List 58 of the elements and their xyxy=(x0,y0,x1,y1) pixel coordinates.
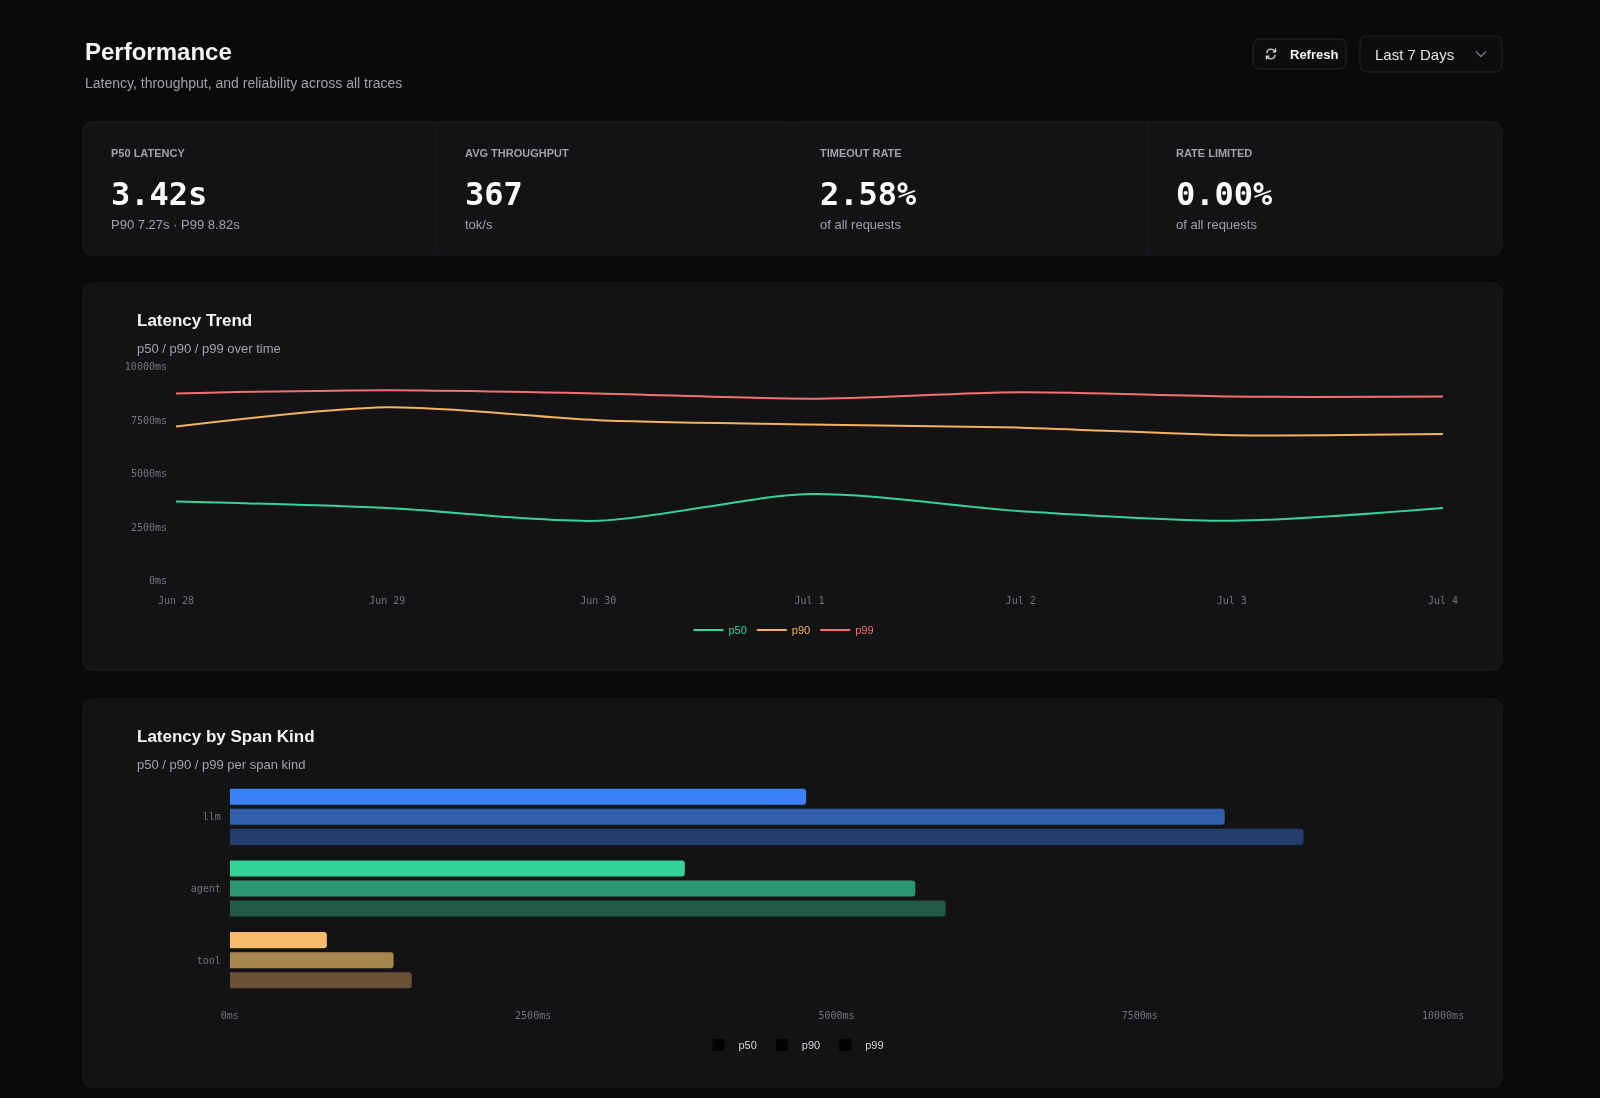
x-tick-label: 7500ms xyxy=(1121,1010,1158,1021)
legend-label: p99 xyxy=(855,624,874,637)
x-tick-label: Jul 2 xyxy=(1005,594,1036,606)
y-tick-label: 2500ms xyxy=(130,521,167,533)
x-tick-label: Jun 29 xyxy=(369,594,406,606)
text: RATE LIMITED xyxy=(1176,147,1253,159)
text: Refresh xyxy=(1290,47,1339,62)
y-tick-label: 7500ms xyxy=(130,414,167,426)
x-tick-label: Jun 30 xyxy=(580,594,617,606)
text: Performance xyxy=(85,38,232,65)
line-series xyxy=(176,389,1443,400)
text: Latency, throughput, and reliability across all traces xyxy=(85,75,403,91)
x-tick-label: 10000ms xyxy=(1422,1010,1465,1021)
x-tick-label: 5000ms xyxy=(818,1010,855,1021)
text: 3.42s xyxy=(111,175,208,213)
y-tick-label: llm xyxy=(202,811,221,823)
text: P50 LATENCY xyxy=(111,147,186,159)
text: of all requests xyxy=(820,217,902,232)
legend-label: p50 xyxy=(728,624,747,637)
y-tick-label: 10000ms xyxy=(124,361,167,373)
bar xyxy=(229,880,916,897)
text: 0.00% xyxy=(1176,175,1274,213)
x-tick-label: Jul 1 xyxy=(794,594,825,606)
text: P90 7.27s · P99 8.82s xyxy=(111,217,241,232)
legend-label: p90 xyxy=(791,624,811,637)
text: 367 xyxy=(465,175,523,213)
x-tick-label: Jul 4 xyxy=(1427,594,1459,606)
bar xyxy=(229,860,685,877)
text: p99 xyxy=(865,1039,884,1052)
chart-title: Latency Trend xyxy=(137,311,253,330)
x-tick-label: 2500ms xyxy=(515,1010,552,1021)
text: p90 xyxy=(801,1039,821,1052)
bar xyxy=(229,952,394,969)
text: 2.58% xyxy=(820,175,918,213)
y-tick-label: tool xyxy=(196,954,221,966)
text: p50 xyxy=(738,1039,757,1052)
text: AVG THROUGHPUT xyxy=(465,147,569,159)
text: TIMEOUT RATE xyxy=(820,147,902,159)
y-tick-label: agent xyxy=(190,883,221,894)
bar xyxy=(229,828,1304,845)
bar xyxy=(229,808,1225,825)
y-tick-label: 5000ms xyxy=(130,468,167,480)
x-tick-label: Jun 28 xyxy=(157,594,195,606)
line-series xyxy=(176,406,1443,437)
line-series xyxy=(176,493,1443,522)
chart-subtitle: p50 / p90 / p99 over time xyxy=(137,341,281,356)
x-tick-label: Jul 3 xyxy=(1216,594,1247,606)
text: of all requests xyxy=(1176,217,1258,232)
x-tick-label: 0ms xyxy=(220,1010,239,1021)
bar xyxy=(229,972,412,989)
chart-title: Latency by Span Kind xyxy=(137,727,315,746)
bar xyxy=(229,932,327,949)
bar xyxy=(229,900,946,917)
chart-subtitle: p50 / p90 / p99 per span kind xyxy=(137,757,306,772)
text: Last 7 Days xyxy=(1375,46,1455,63)
text: tok/s xyxy=(465,217,493,232)
y-tick-label: 0ms xyxy=(148,575,167,587)
bar xyxy=(229,788,807,805)
